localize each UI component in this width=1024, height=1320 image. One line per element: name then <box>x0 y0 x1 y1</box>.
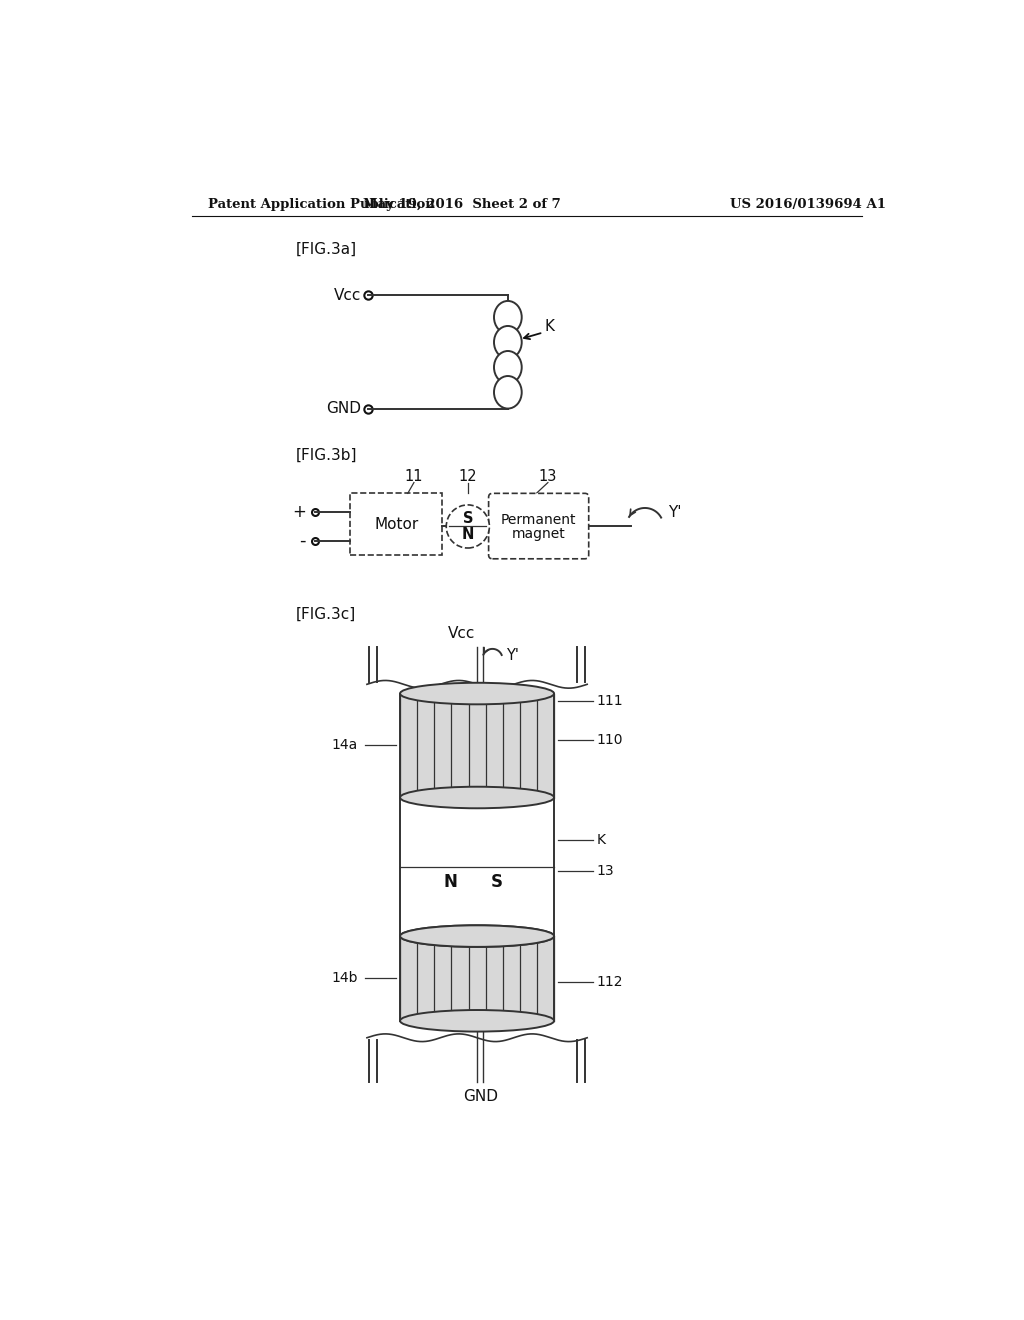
Ellipse shape <box>400 1010 554 1032</box>
Text: 11: 11 <box>404 469 423 484</box>
Ellipse shape <box>400 682 554 705</box>
Text: K: K <box>545 318 555 334</box>
Text: magnet: magnet <box>512 527 565 541</box>
Text: Motor: Motor <box>374 516 419 532</box>
Text: US 2016/0139694 A1: US 2016/0139694 A1 <box>730 198 886 211</box>
Circle shape <box>446 506 489 548</box>
Text: +: + <box>292 503 306 521</box>
Ellipse shape <box>494 326 521 359</box>
Bar <box>400 693 554 797</box>
Text: May 19, 2016  Sheet 2 of 7: May 19, 2016 Sheet 2 of 7 <box>362 198 560 211</box>
Text: 14b: 14b <box>331 972 357 986</box>
Text: N: N <box>443 874 457 891</box>
Text: 13: 13 <box>596 863 614 878</box>
Ellipse shape <box>494 351 521 384</box>
Text: 13: 13 <box>539 469 557 484</box>
Text: 111: 111 <box>596 694 623 709</box>
Text: Y': Y' <box>506 648 518 664</box>
Text: GND: GND <box>327 401 361 416</box>
Text: Vcc: Vcc <box>447 626 475 642</box>
Text: Vcc: Vcc <box>334 288 361 304</box>
Text: [FIG.3c]: [FIG.3c] <box>296 607 356 622</box>
Bar <box>350 494 442 554</box>
Text: S: S <box>463 511 473 527</box>
Text: Permanent: Permanent <box>501 513 577 527</box>
Text: 12: 12 <box>459 469 477 484</box>
Text: N: N <box>462 527 474 541</box>
Bar <box>400 936 554 1020</box>
Bar <box>400 797 554 936</box>
Text: 14a: 14a <box>332 738 357 752</box>
Text: Patent Application Publication: Patent Application Publication <box>208 198 434 211</box>
Ellipse shape <box>400 787 554 808</box>
Text: Y': Y' <box>668 506 682 520</box>
Ellipse shape <box>494 301 521 334</box>
Text: [FIG.3a]: [FIG.3a] <box>296 242 357 257</box>
Text: 110: 110 <box>596 733 623 747</box>
Text: 112: 112 <box>596 975 623 989</box>
Text: K: K <box>596 833 605 847</box>
Text: [FIG.3b]: [FIG.3b] <box>296 447 357 462</box>
Ellipse shape <box>400 925 554 946</box>
Ellipse shape <box>400 925 554 946</box>
FancyBboxPatch shape <box>488 494 589 558</box>
Ellipse shape <box>494 376 521 409</box>
Text: -: - <box>300 532 306 550</box>
Text: S: S <box>490 874 503 891</box>
Text: GND: GND <box>463 1089 498 1104</box>
